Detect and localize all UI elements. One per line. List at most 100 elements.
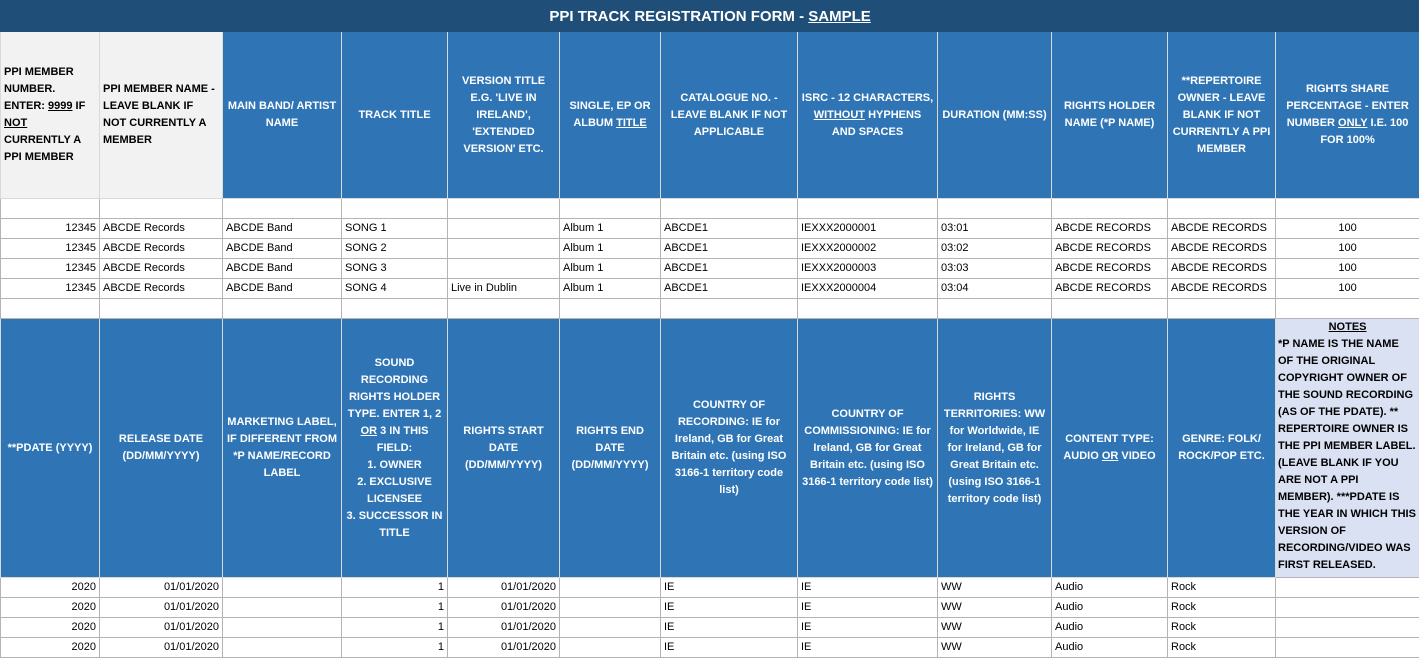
column-header-9[interactable]: RIGHTS TERRITORIES: WW for Worldwide, IE… (938, 319, 1052, 578)
column-header-9[interactable]: DURATION (MM:SS) (938, 32, 1052, 199)
data-cell[interactable]: 01/01/2020 (100, 618, 223, 638)
data-cell[interactable]: IE (661, 618, 798, 638)
empty-cell[interactable] (661, 299, 798, 319)
notes-panel[interactable]: NOTES*P NAME IS THE NAME OF THE ORIGINAL… (1276, 319, 1419, 578)
data-cell[interactable]: ABCDE Records (100, 279, 223, 299)
data-cell[interactable] (1276, 638, 1419, 658)
data-cell[interactable]: ABCDE Records (100, 239, 223, 259)
data-cell[interactable]: ABCDE RECORDS (1168, 279, 1276, 299)
data-cell[interactable]: ABCDE Records (100, 219, 223, 239)
data-cell[interactable]: Album 1 (560, 259, 661, 279)
data-cell[interactable]: 1 (342, 618, 448, 638)
data-cell[interactable] (448, 259, 560, 279)
empty-cell[interactable] (1168, 199, 1276, 219)
data-cell[interactable]: 01/01/2020 (448, 578, 560, 598)
data-cell[interactable]: IE (798, 618, 938, 638)
column-header-2[interactable]: PPI MEMBER NAME - LEAVE BLANK IF NOT CUR… (100, 32, 223, 199)
data-cell[interactable] (560, 618, 661, 638)
data-cell[interactable]: 12345 (1, 219, 100, 239)
column-header-1[interactable]: PPI MEMBER NUMBER. ENTER: 9999 IF NOT CU… (1, 32, 100, 199)
data-cell[interactable]: 01/01/2020 (448, 618, 560, 638)
column-header-12[interactable]: RIGHTS SHARE PERCENTAGE - ENTER NUMBER O… (1276, 32, 1419, 199)
data-cell[interactable] (223, 638, 342, 658)
empty-cell[interactable] (223, 199, 342, 219)
empty-cell[interactable] (100, 199, 223, 219)
data-cell[interactable]: ABCDE1 (661, 279, 798, 299)
data-cell[interactable]: 03:01 (938, 219, 1052, 239)
data-cell[interactable]: 2020 (1, 618, 100, 638)
empty-cell[interactable] (1276, 199, 1419, 219)
empty-cell[interactable] (661, 199, 798, 219)
column-header-7[interactable]: COUNTRY OF RECORDING: IE for Ireland, GB… (661, 319, 798, 578)
data-cell[interactable]: ABCDE Band (223, 279, 342, 299)
data-cell[interactable]: Rock (1168, 578, 1276, 598)
data-cell[interactable] (560, 578, 661, 598)
column-header-4[interactable]: SOUND RECORDING RIGHTS HOLDER TYPE. ENTE… (342, 319, 448, 578)
empty-cell[interactable] (1276, 299, 1419, 319)
data-cell[interactable]: 100 (1276, 219, 1419, 239)
empty-cell[interactable] (938, 199, 1052, 219)
data-cell[interactable]: Rock (1168, 618, 1276, 638)
data-cell[interactable]: 2020 (1, 598, 100, 618)
empty-cell[interactable] (938, 299, 1052, 319)
empty-cell[interactable] (342, 199, 448, 219)
data-cell[interactable]: 01/01/2020 (100, 598, 223, 618)
data-cell[interactable]: SONG 3 (342, 259, 448, 279)
data-cell[interactable]: IE (798, 578, 938, 598)
data-cell[interactable]: 01/01/2020 (100, 578, 223, 598)
data-cell[interactable]: 1 (342, 638, 448, 658)
data-cell[interactable]: 12345 (1, 239, 100, 259)
data-cell[interactable]: IE (798, 638, 938, 658)
data-cell[interactable]: IE (661, 638, 798, 658)
column-header-11[interactable]: **REPERTOIRE OWNER - LEAVE BLANK IF NOT … (1168, 32, 1276, 199)
column-header-4[interactable]: TRACK TITLE (342, 32, 448, 199)
data-cell[interactable]: ABCDE Records (100, 259, 223, 279)
column-header-2[interactable]: RELEASE DATE (DD/MM/YYYY) (100, 319, 223, 578)
data-cell[interactable]: ABCDE RECORDS (1052, 259, 1168, 279)
data-cell[interactable]: ABCDE1 (661, 239, 798, 259)
data-cell[interactable]: 2020 (1, 638, 100, 658)
data-cell[interactable]: ABCDE RECORDS (1168, 259, 1276, 279)
data-cell[interactable]: 12345 (1, 259, 100, 279)
column-header-5[interactable]: RIGHTS START DATE (DD/MM/YYYY) (448, 319, 560, 578)
column-header-3[interactable]: MARKETING LABEL, IF DIFFERENT FROM *P NA… (223, 319, 342, 578)
empty-cell[interactable] (1, 299, 100, 319)
data-cell[interactable] (448, 239, 560, 259)
data-cell[interactable]: ABCDE RECORDS (1168, 219, 1276, 239)
empty-cell[interactable] (1168, 299, 1276, 319)
empty-cell[interactable] (448, 199, 560, 219)
data-cell[interactable]: WW (938, 618, 1052, 638)
data-cell[interactable]: ABCDE1 (661, 259, 798, 279)
data-cell[interactable]: 03:04 (938, 279, 1052, 299)
data-cell[interactable]: 03:02 (938, 239, 1052, 259)
column-header-10[interactable]: CONTENT TYPE: AUDIO OR VIDEO (1052, 319, 1168, 578)
data-cell[interactable]: Rock (1168, 638, 1276, 658)
empty-cell[interactable] (560, 299, 661, 319)
data-cell[interactable]: 01/01/2020 (100, 638, 223, 658)
data-cell[interactable]: 100 (1276, 279, 1419, 299)
data-cell[interactable] (560, 638, 661, 658)
data-cell[interactable]: Album 1 (560, 219, 661, 239)
data-cell[interactable]: ABCDE1 (661, 219, 798, 239)
data-cell[interactable]: SONG 1 (342, 219, 448, 239)
data-cell[interactable]: 2020 (1, 578, 100, 598)
data-cell[interactable]: Audio (1052, 578, 1168, 598)
column-header-1[interactable]: **PDATE (YYYY) (1, 319, 100, 578)
empty-cell[interactable] (798, 199, 938, 219)
data-cell[interactable]: ABCDE Band (223, 259, 342, 279)
data-cell[interactable]: Audio (1052, 598, 1168, 618)
data-cell[interactable]: ABCDE RECORDS (1168, 239, 1276, 259)
empty-cell[interactable] (1052, 199, 1168, 219)
data-cell[interactable]: 01/01/2020 (448, 598, 560, 618)
form-title[interactable]: PPI TRACK REGISTRATION FORM - SAMPLE (1, 1, 1419, 32)
column-header-7[interactable]: CATALOGUE NO. - LEAVE BLANK IF NOT APPLI… (661, 32, 798, 199)
column-header-10[interactable]: RIGHTS HOLDER NAME (*P NAME) (1052, 32, 1168, 199)
data-cell[interactable]: 1 (342, 578, 448, 598)
data-cell[interactable] (223, 598, 342, 618)
column-header-11[interactable]: GENRE: FOLK/ ROCK/POP ETC. (1168, 319, 1276, 578)
data-cell[interactable]: Album 1 (560, 279, 661, 299)
data-cell[interactable]: IE (798, 598, 938, 618)
empty-cell[interactable] (798, 299, 938, 319)
data-cell[interactable]: 100 (1276, 239, 1419, 259)
data-cell[interactable]: IE (661, 598, 798, 618)
